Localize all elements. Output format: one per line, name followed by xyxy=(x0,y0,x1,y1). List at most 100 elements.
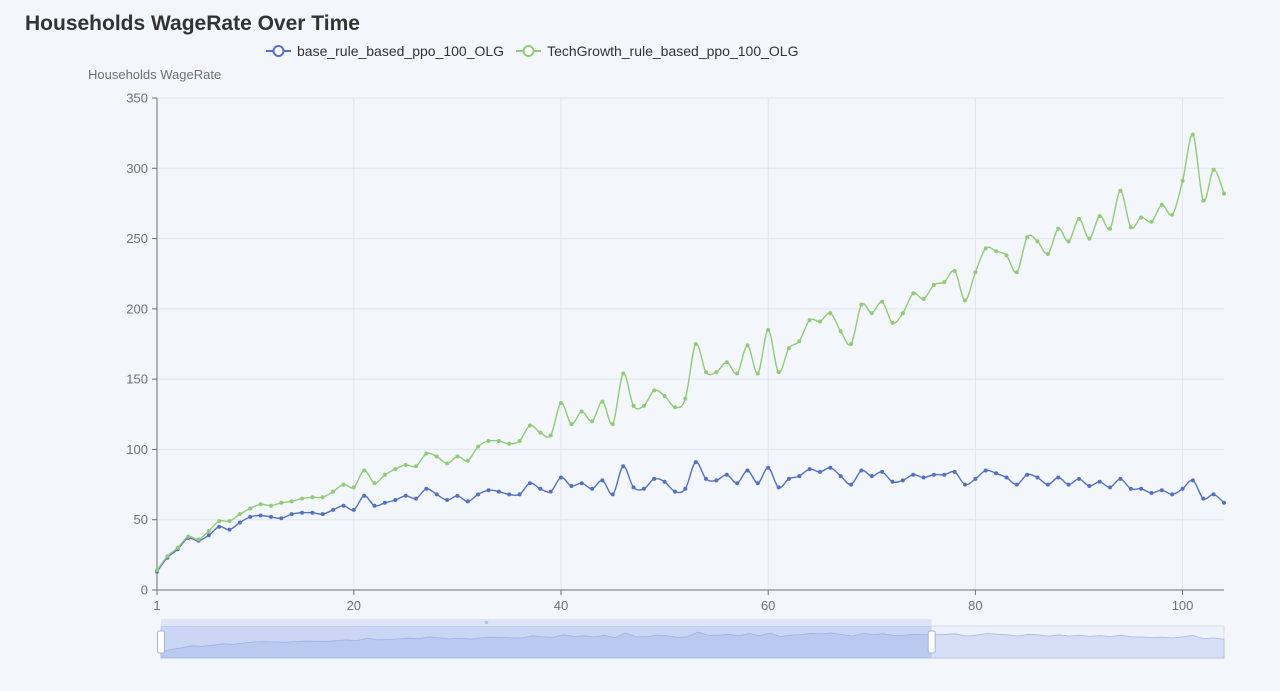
data-point[interactable] xyxy=(393,467,398,472)
data-point[interactable] xyxy=(807,467,812,472)
data-point[interactable] xyxy=(341,482,346,487)
data-point[interactable] xyxy=(1222,191,1226,196)
data-point[interactable] xyxy=(662,394,667,398)
data-point[interactable] xyxy=(289,512,294,517)
data-point[interactable] xyxy=(320,495,325,500)
data-point[interactable] xyxy=(1201,198,1206,203)
data-point[interactable] xyxy=(559,401,563,405)
data-point[interactable] xyxy=(1045,252,1050,256)
data-point[interactable] xyxy=(952,469,957,474)
data-point[interactable] xyxy=(600,478,605,483)
data-point[interactable] xyxy=(569,484,574,488)
data-point[interactable] xyxy=(206,533,211,538)
data-point[interactable] xyxy=(538,486,543,491)
data-point[interactable] xyxy=(994,471,999,476)
data-point[interactable] xyxy=(1025,472,1030,477)
data-point[interactable] xyxy=(279,500,284,505)
zoom-selected-window[interactable] xyxy=(161,626,932,658)
data-point[interactable] xyxy=(569,422,574,427)
data-point[interactable] xyxy=(931,472,936,477)
data-point[interactable] xyxy=(1180,178,1185,183)
legend-item-base[interactable]: base_rule_based_ppo_100_OLG xyxy=(266,43,504,59)
data-point[interactable] xyxy=(983,468,988,473)
legend-item-techgrowth[interactable]: TechGrowth_rule_based_ppo_100_OLG xyxy=(516,43,798,59)
data-point[interactable] xyxy=(1170,492,1175,497)
data-point[interactable] xyxy=(900,311,905,316)
data-point[interactable] xyxy=(1222,500,1226,505)
data-point[interactable] xyxy=(859,302,864,307)
data-point[interactable] xyxy=(445,498,450,502)
data-point[interactable] xyxy=(579,409,584,414)
data-point[interactable] xyxy=(310,495,315,500)
data-point[interactable] xyxy=(1014,270,1019,275)
data-point[interactable] xyxy=(1087,484,1092,488)
data-point[interactable] xyxy=(1087,236,1092,241)
data-point[interactable] xyxy=(776,370,781,375)
data-point[interactable] xyxy=(652,476,657,481)
data-point[interactable] xyxy=(641,403,646,408)
data-point[interactable] xyxy=(527,481,532,486)
data-point[interactable] xyxy=(1128,486,1133,491)
data-point[interactable] xyxy=(269,514,273,519)
data-point[interactable] xyxy=(911,291,916,296)
data-point[interactable] xyxy=(973,270,978,275)
data-point[interactable] xyxy=(673,489,677,494)
data-point[interactable] xyxy=(465,458,470,463)
data-point[interactable] xyxy=(921,297,926,301)
data-point[interactable] xyxy=(1035,239,1040,244)
data-point[interactable] xyxy=(911,472,916,477)
data-point[interactable] xyxy=(1056,226,1061,231)
data-point[interactable] xyxy=(880,299,885,304)
data-point[interactable] xyxy=(424,451,429,456)
data-point[interactable] xyxy=(983,246,988,251)
data-point[interactable] xyxy=(673,405,677,410)
data-point[interactable] xyxy=(942,472,947,477)
data-point[interactable] xyxy=(155,568,159,573)
data-point[interactable] xyxy=(942,280,947,285)
data-point[interactable] xyxy=(1077,216,1081,221)
data-point[interactable] xyxy=(445,461,450,466)
data-point[interactable] xyxy=(693,342,698,346)
data-point[interactable] xyxy=(476,492,481,497)
data-point[interactable] xyxy=(610,422,615,427)
zoom-move-bar[interactable] xyxy=(161,619,932,626)
data-point[interactable] xyxy=(1118,476,1123,481)
data-point[interactable] xyxy=(382,500,387,505)
data-point[interactable] xyxy=(1211,492,1216,497)
data-point[interactable] xyxy=(1108,485,1112,490)
data-point[interactable] xyxy=(724,472,729,477)
data-point[interactable] xyxy=(496,489,501,494)
data-point[interactable] xyxy=(994,249,999,254)
data-point[interactable] xyxy=(341,503,346,508)
data-point[interactable] xyxy=(579,481,584,486)
data-point[interactable] xyxy=(880,469,885,474)
data-point[interactable] xyxy=(1149,491,1154,495)
data-point[interactable] xyxy=(300,496,304,501)
data-point[interactable] xyxy=(393,498,398,502)
data-point[interactable] xyxy=(766,465,771,470)
data-point[interactable] xyxy=(507,441,512,446)
data-point[interactable] xyxy=(548,489,553,494)
data-point[interactable] xyxy=(496,439,501,443)
data-point[interactable] xyxy=(745,468,750,473)
data-point[interactable] xyxy=(838,329,843,334)
data-point[interactable] xyxy=(693,460,698,465)
data-point[interactable] xyxy=(455,493,460,498)
data-point[interactable] xyxy=(310,510,315,515)
data-point[interactable] xyxy=(859,468,864,473)
data-point[interactable] xyxy=(849,482,854,487)
data-point[interactable] xyxy=(766,327,771,332)
zoom-handle-right[interactable] xyxy=(927,630,936,654)
data-point[interactable] xyxy=(900,478,905,483)
data-point[interactable] xyxy=(320,512,325,517)
data-point[interactable] xyxy=(1159,202,1164,207)
data-point[interactable] xyxy=(237,512,242,517)
data-point[interactable] xyxy=(1097,479,1102,484)
data-point[interactable] xyxy=(1180,486,1185,491)
data-point[interactable] xyxy=(641,486,646,491)
data-point[interactable] xyxy=(797,474,802,479)
data-point[interactable] xyxy=(735,371,740,376)
data-point[interactable] xyxy=(931,283,936,287)
data-point[interactable] xyxy=(165,554,170,559)
data-point[interactable] xyxy=(869,311,874,316)
